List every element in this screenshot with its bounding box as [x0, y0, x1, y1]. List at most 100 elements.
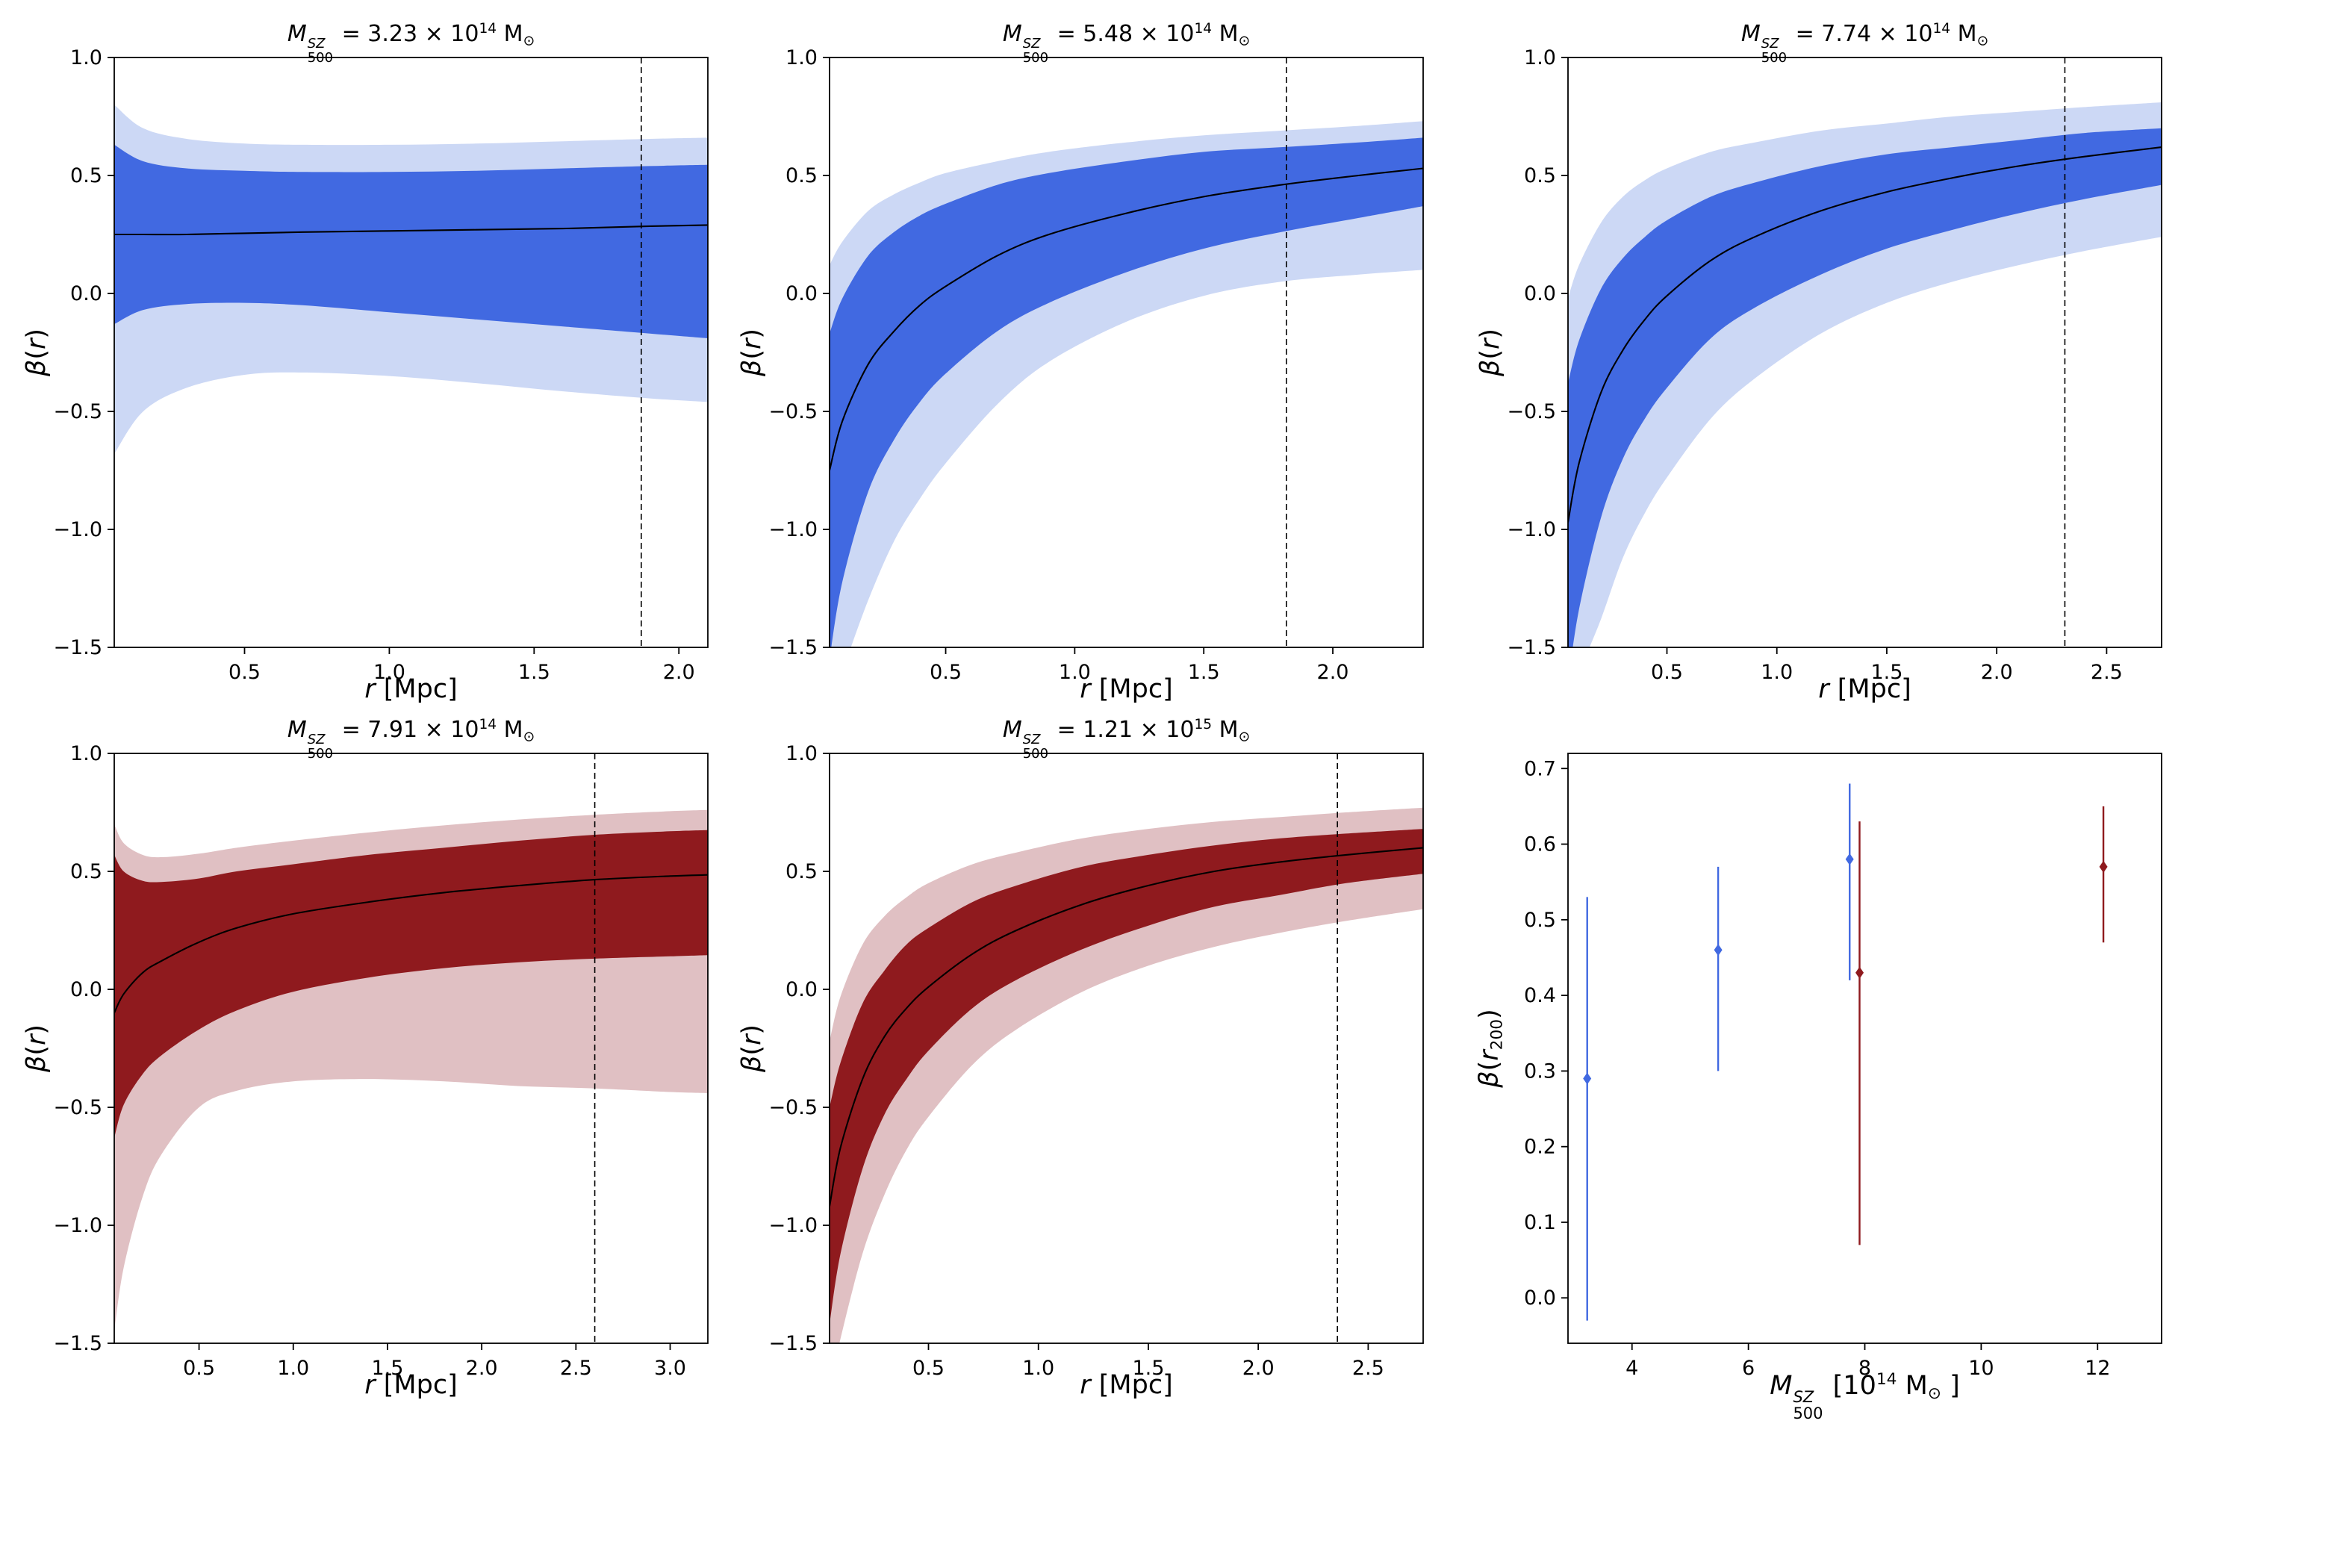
panel-1-canvas: 0.5 1.0 1.5 2.0 −1.5 −1.0 −0.5 0.0 0.5 1.0 — [53, 46, 709, 684]
data-point-marker — [1714, 944, 1723, 956]
plot-frame — [829, 57, 1424, 648]
plot-frame — [1567, 57, 2162, 648]
x-tick-label: 2.0 — [1317, 661, 1349, 684]
y-tick-label: 0.5 — [1524, 164, 1556, 187]
median-line — [1568, 146, 2162, 523]
y-axis-label: β(r) — [22, 328, 52, 377]
x-tick-label: 1.0 — [1059, 661, 1091, 684]
plot-area — [1568, 57, 2162, 647]
y-tick-label: −1.5 — [768, 636, 818, 659]
panel-2-beta-profile: 0.5 1.0 1.5 2.0 −1.5 −1.0 −0.5 0.0 0.5 1.0 M SZ 500 … — [725, 13, 1442, 722]
y-tick-label: 0.0 — [785, 978, 818, 1001]
y-tick-label: 1.0 — [785, 46, 818, 69]
y-tick-label: −1.0 — [768, 518, 818, 541]
y-tick-label: −0.5 — [53, 400, 102, 423]
plot-area — [114, 57, 708, 647]
x-tick-label: 0.5 — [912, 1357, 945, 1380]
x-tick-label: 2.5 — [2091, 661, 2123, 684]
y-tick-label: −0.5 — [53, 1096, 102, 1119]
confidence-band-1sigma — [114, 144, 708, 338]
y-tick-label: 0.0 — [1524, 1287, 1556, 1310]
data-point-marker — [1583, 1072, 1592, 1085]
x-tick-label: 1.5 — [1188, 661, 1220, 684]
y-tick-label: −0.5 — [1507, 400, 1556, 423]
x-tick-label: 3.0 — [654, 1357, 686, 1380]
y-tick-label: 0.5 — [785, 860, 818, 883]
mass-sup-sub: SZ 500 — [1022, 732, 1049, 762]
y-tick-label: 0.5 — [785, 164, 818, 187]
x-axis-label: r [Mpc] — [1818, 674, 1911, 704]
x-tick-label: 6 — [1742, 1357, 1755, 1380]
x-axis-label: r [Mpc] — [364, 674, 458, 704]
y-tick-label: 1.0 — [785, 742, 818, 765]
y-tick-label: −1.5 — [768, 1332, 818, 1355]
y-tick-label: 0.5 — [70, 164, 102, 187]
y-tick-label: 0.5 — [70, 860, 102, 883]
panel-2-canvas: 0.5 1.0 1.5 2.0 −1.5 −1.0 −0.5 0.0 0.5 1.0 — [768, 46, 1424, 684]
x-tick-label: 2.0 — [1981, 661, 2013, 684]
panel-1-beta-profile: 0.5 1.0 1.5 2.0 −1.5 −1.0 −0.5 0.0 0.5 1.0 M SZ 500 … — [10, 13, 727, 722]
panel-title: M SZ 500 = 7.74 × 1014 M⊙ — [1740, 21, 1989, 66]
y-tick-label: −1.0 — [53, 518, 102, 541]
y-tick-label: 1.0 — [1524, 46, 1556, 69]
mass-sup-sub: SZ 500 — [1022, 36, 1049, 66]
x-tick-label: 8 — [1858, 1357, 1871, 1380]
plot-frame — [113, 753, 709, 1344]
x-tick-label: 2.0 — [663, 661, 695, 684]
confidence-band-1sigma — [1568, 128, 2162, 647]
x-tick-label: 2.0 — [1242, 1357, 1275, 1380]
x-tick-label: 0.5 — [183, 1357, 215, 1380]
y-tick-label: −1.0 — [768, 1214, 818, 1237]
panel-6-canvas: 4 6 8 10 12 0.0 0.1 0.2 0.3 0.4 0.5 0.6 0.7 — [1524, 753, 2162, 1380]
y-tick-label: −1.0 — [1507, 518, 1556, 541]
x-tick-label: 1.0 — [1022, 1357, 1054, 1380]
median-line — [830, 167, 1423, 471]
x-tick-label: 12 — [2085, 1357, 2110, 1380]
x-tick-label: 0.5 — [930, 661, 962, 684]
plot-area — [114, 753, 708, 1343]
plot-frame — [1567, 753, 2162, 1344]
y-tick-label: 0.0 — [70, 978, 102, 1001]
y-axis-label: β(r) — [737, 1024, 767, 1073]
x-tick-label: 0.5 — [228, 661, 261, 684]
y-tick-label: 1.0 — [70, 742, 102, 765]
y-tick-label: −1.0 — [53, 1214, 102, 1237]
y-tick-label: −1.5 — [1507, 636, 1556, 659]
panel-6-beta-r200-scatter: 4 6 8 10 12 0.0 0.1 0.2 0.3 0.4 0.5 0.6 0.7 M SZ 500 [1… — [1463, 709, 2180, 1422]
y-axis-label: β(r) — [1475, 328, 1505, 377]
plot-area — [830, 753, 1423, 1343]
median-line — [114, 224, 708, 236]
panel-title: M SZ 500 = 5.48 × 1014 M⊙ — [1002, 21, 1251, 66]
panel-3-canvas: 0.5 1.0 1.5 2.0 2.5 −1.5 −1.0 −0.5 0.0 0.5 1.0 — [1507, 46, 2162, 684]
x-tick-label: 10 — [1968, 1357, 1994, 1380]
panel-3-beta-profile: 0.5 1.0 1.5 2.0 2.5 −1.5 −1.0 −0.5 0.0 0.5 1.0 M SZ 5… — [1463, 13, 2180, 722]
panel-title: M SZ 500 = 7.91 × 1014 M⊙ — [287, 717, 535, 762]
x-axis-label: M SZ 500 [1014 M⊙ ] — [1770, 1370, 1960, 1422]
mass-sup-sub: SZ 500 — [1761, 36, 1788, 66]
y-tick-label: 0.2 — [1524, 1136, 1556, 1159]
mass-sup-sub: SZ 500 — [1793, 1387, 1823, 1422]
y-tick-label: 0.1 — [1524, 1211, 1556, 1234]
confidence-band-1sigma — [830, 137, 1423, 647]
y-tick-label: −1.5 — [53, 636, 102, 659]
panel-5-canvas: 0.5 1.0 1.5 2.0 2.5 −1.5 −1.0 −0.5 0.0 0.5 1.0 — [768, 742, 1424, 1380]
median-line — [830, 847, 1423, 1207]
x-tick-label: 2.5 — [1352, 1357, 1384, 1380]
y-tick-label: 0.0 — [70, 282, 102, 305]
y-tick-label: −0.5 — [768, 1096, 818, 1119]
mass-sup-sub: SZ 500 — [307, 36, 334, 66]
plot-area — [1583, 783, 2108, 1321]
y-tick-label: 0.5 — [1524, 909, 1556, 932]
x-tick-label: 1.0 — [1761, 661, 1793, 684]
plot-frame — [113, 57, 709, 648]
x-tick-label: 1.5 — [1132, 1357, 1164, 1380]
y-tick-label: 0.6 — [1524, 833, 1556, 856]
x-tick-label: 0.5 — [1651, 661, 1683, 684]
data-point-marker — [2099, 860, 2108, 873]
y-tick-label: 0.0 — [1524, 282, 1556, 305]
y-tick-label: −0.5 — [768, 400, 818, 423]
panel-4-canvas: 0.5 1.0 1.5 2.0 2.5 3.0 −1.5 −1.0 −0.5 0.0 0.5 1.0 — [53, 742, 709, 1380]
panel-5-beta-profile: 0.5 1.0 1.5 2.0 2.5 −1.5 −1.0 −0.5 0.0 0.5 1.0 M SZ 5… — [725, 709, 1442, 1418]
y-tick-label: −1.5 — [53, 1332, 102, 1355]
